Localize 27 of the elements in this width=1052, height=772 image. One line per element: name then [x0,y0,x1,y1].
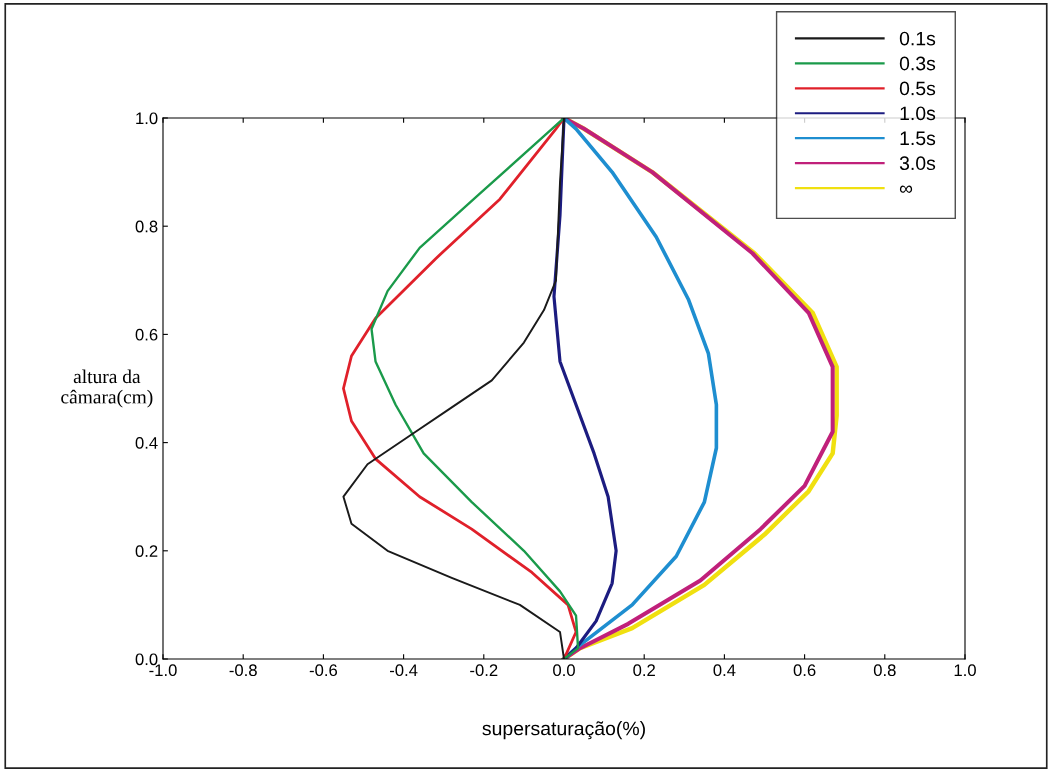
y-tick-label: 0.6 [135,328,158,341]
x-tick-label: 0.6 [793,664,816,677]
x-tick-label: -0.4 [389,664,418,677]
x-axis-title: supersaturação(%) [482,721,645,740]
y-tick-label: 0.2 [135,545,158,557]
y-tick-label: 0.8 [135,220,158,233]
x-tick-label: -1.0 [149,664,177,677]
legend-label: 0.1s [899,31,936,46]
x-tick-label: 1.0 [954,664,976,677]
legend-label: 3.0s [899,156,936,171]
x-tick-label: -0.2 [470,664,498,677]
y-axis-title: altura da câmara(cm) [61,369,153,408]
x-tick-label: 0.0 [553,664,575,677]
y-tick-label: 0.0 [135,653,158,666]
legend-label: ∞ [899,185,913,193]
legend-label: 0.5s [899,81,936,96]
x-tick-label: 0.8 [873,664,896,677]
legend-label: 1.5s [900,131,936,146]
y-tick-label: 0.4 [135,437,158,449]
x-tick-label: -0.8 [229,664,257,677]
text: 1.0s [900,106,936,121]
y-tick-label: 1.0 [136,112,158,125]
x-tick-label: 0.4 [713,664,736,677]
line-series [562,118,719,659]
legend-label: 0.3s [899,56,936,71]
x-tick-label: -0.6 [309,664,338,677]
x-tick-label: 0.2 [633,664,655,677]
